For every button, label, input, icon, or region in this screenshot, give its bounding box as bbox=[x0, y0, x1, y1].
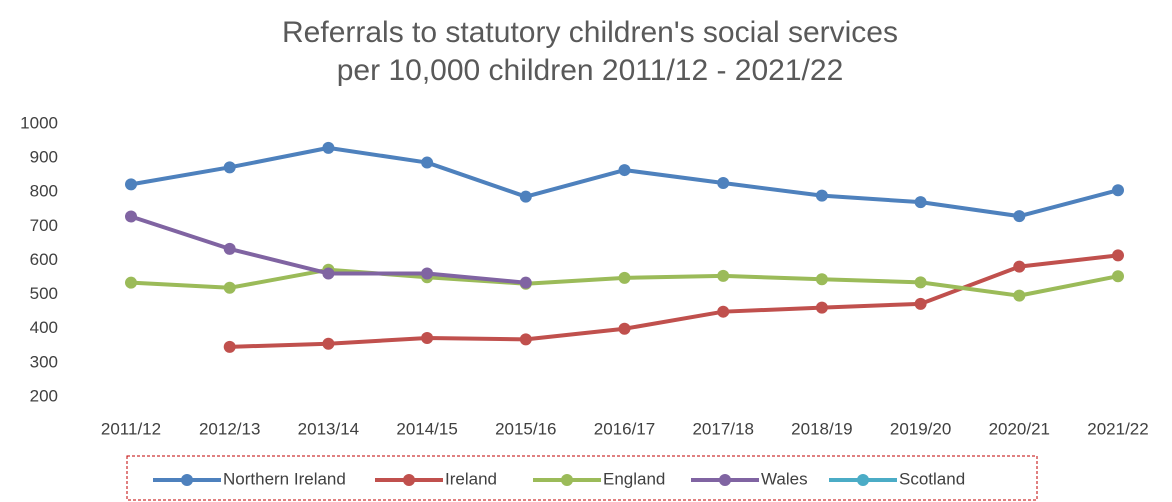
legend-label: Ireland bbox=[445, 469, 497, 488]
data-point bbox=[223, 281, 236, 294]
data-point bbox=[618, 322, 631, 335]
data-point bbox=[914, 196, 927, 209]
data-point bbox=[618, 164, 631, 177]
data-point bbox=[1013, 210, 1026, 223]
x-tick-label: 2019/20 bbox=[890, 419, 951, 438]
legend-marker bbox=[857, 474, 869, 486]
data-point bbox=[125, 276, 137, 289]
legend-label: Northern Ireland bbox=[223, 469, 346, 488]
data-point bbox=[1112, 249, 1124, 262]
x-tick-label: 2020/21 bbox=[989, 419, 1050, 438]
x-tick-label: 2015/16 bbox=[495, 419, 556, 438]
y-tick-label: 200 bbox=[30, 386, 58, 405]
chart-title: Referrals to statutory children's social… bbox=[282, 16, 898, 49]
data-point bbox=[519, 276, 532, 289]
data-point bbox=[1013, 289, 1026, 302]
y-tick-label: 600 bbox=[30, 250, 58, 269]
data-point bbox=[421, 331, 434, 344]
data-point bbox=[914, 297, 927, 310]
data-point bbox=[421, 267, 434, 280]
data-point bbox=[815, 273, 828, 286]
data-point bbox=[125, 210, 137, 223]
legend-label: Wales bbox=[761, 469, 808, 488]
data-point bbox=[815, 189, 828, 202]
y-tick-label: 1000 bbox=[20, 113, 58, 132]
data-point bbox=[322, 337, 335, 350]
data-point bbox=[519, 333, 532, 346]
data-point bbox=[322, 141, 335, 154]
y-tick-label: 700 bbox=[30, 216, 58, 235]
x-tick-label: 2016/17 bbox=[594, 419, 655, 438]
chart-title: per 10,000 children 2011/12 - 2021/22 bbox=[337, 54, 844, 87]
data-point bbox=[717, 305, 730, 318]
data-point bbox=[1013, 260, 1026, 273]
legend-label: England bbox=[603, 469, 665, 488]
data-point bbox=[223, 340, 236, 353]
legend-marker bbox=[719, 474, 731, 486]
data-point bbox=[519, 190, 532, 203]
x-tick-label: 2011/12 bbox=[101, 419, 161, 438]
x-tick-label: 2018/19 bbox=[791, 419, 852, 438]
data-point bbox=[223, 161, 236, 174]
data-point bbox=[717, 177, 730, 190]
data-point bbox=[421, 156, 434, 169]
legend-marker bbox=[403, 474, 415, 486]
data-point bbox=[1112, 270, 1124, 283]
data-point bbox=[914, 276, 927, 289]
data-point bbox=[223, 242, 236, 255]
y-tick-label: 300 bbox=[30, 352, 58, 371]
x-tick-label: 2021/22 bbox=[1087, 419, 1148, 438]
y-tick-label: 900 bbox=[30, 148, 58, 167]
y-tick-label: 800 bbox=[30, 182, 58, 201]
x-tick-label: 2013/14 bbox=[298, 419, 359, 438]
x-tick-label: 2014/15 bbox=[396, 419, 457, 438]
legend-marker bbox=[181, 474, 193, 486]
x-tick-label: 2017/18 bbox=[692, 419, 753, 438]
series-line bbox=[130, 145, 1119, 219]
legend-label: Scotland bbox=[899, 469, 965, 488]
data-point bbox=[815, 301, 828, 314]
data-point bbox=[1112, 184, 1124, 197]
series-line bbox=[229, 253, 1119, 349]
y-tick-label: 400 bbox=[30, 318, 58, 337]
x-tick-label: 2012/13 bbox=[199, 419, 260, 438]
data-point bbox=[717, 269, 730, 282]
y-tick-label: 500 bbox=[30, 284, 58, 303]
data-point bbox=[618, 271, 631, 284]
legend-marker bbox=[561, 474, 573, 486]
data-point bbox=[125, 178, 137, 191]
legend-box bbox=[126, 455, 1038, 501]
data-point bbox=[322, 267, 335, 280]
